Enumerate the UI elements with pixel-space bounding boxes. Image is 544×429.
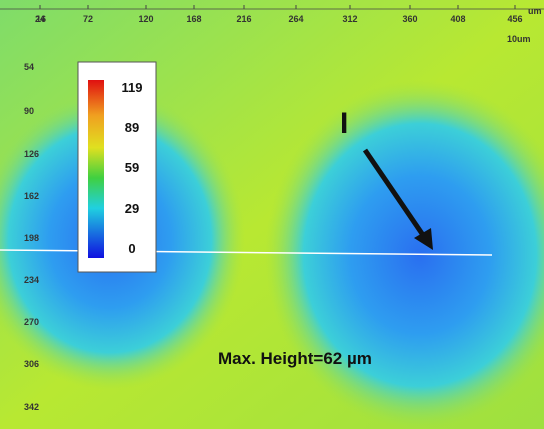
- colorbar-label: 89: [125, 120, 139, 135]
- left-tick-label: 342: [24, 402, 39, 412]
- scale: 10um: [507, 34, 531, 44]
- colorbar-label: 29: [125, 201, 139, 216]
- top-tick-label: 408: [450, 14, 465, 24]
- top-tick-label: 216: [236, 14, 251, 24]
- top-tick-label: 312: [342, 14, 357, 24]
- left-tick-label: 16: [36, 14, 46, 24]
- top-tick-label: 264: [288, 14, 303, 24]
- max-height: Max. Height=62 µm: [218, 349, 372, 368]
- height-map: I Max. Height=62 µm um 10um 247212016821…: [0, 0, 544, 429]
- left-tick-label: 234: [24, 275, 39, 285]
- left-tick-label: 126: [24, 149, 39, 159]
- page: I Max. Height=62 µm um 10um 247212016821…: [0, 0, 544, 429]
- top-tick-label: 120: [138, 14, 153, 24]
- colorbar: [88, 80, 104, 258]
- colorbar-label: 119: [122, 80, 143, 95]
- top-tick-label: 72: [83, 14, 93, 24]
- marker-label: I: [340, 107, 348, 140]
- top-tick-label: 456: [507, 14, 522, 24]
- colorbar-label: 0: [128, 241, 135, 256]
- left-tick-label: 306: [24, 359, 39, 369]
- left-tick-label: 54: [24, 62, 34, 72]
- colorbar-label: 59: [125, 160, 139, 175]
- top-tick-label: 168: [186, 14, 201, 24]
- left-tick-label: 90: [24, 106, 34, 116]
- left-tick-label: 162: [24, 191, 39, 201]
- top-tick-label: 360: [402, 14, 417, 24]
- unit: um: [528, 6, 542, 16]
- left-tick-label: 270: [24, 317, 39, 327]
- left-tick-label: 198: [24, 233, 39, 243]
